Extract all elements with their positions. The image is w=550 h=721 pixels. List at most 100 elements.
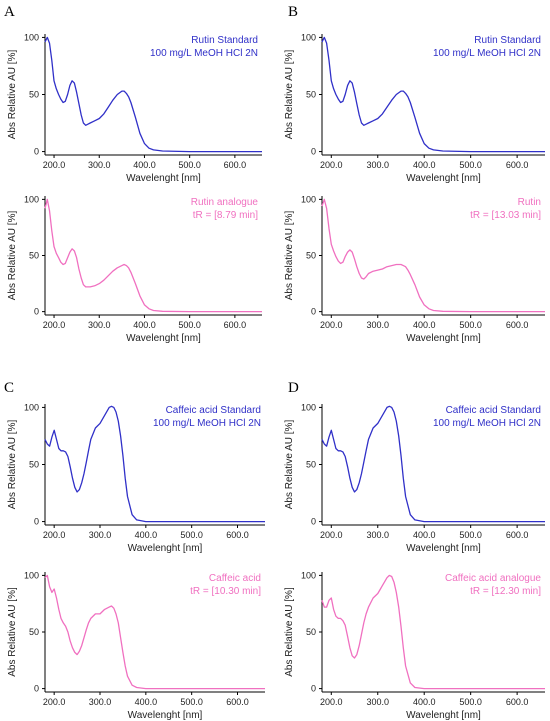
legend-line-1: Rutin analogue	[191, 197, 259, 208]
x-tick-label: 300.0	[89, 697, 112, 707]
legend-line-1: Caffeic acid Standard	[446, 405, 541, 416]
y-tick-label: 0	[34, 684, 39, 694]
x-tick-label: 600.0	[226, 697, 249, 707]
legend-line-2: 100 mg/L MeOH HCl 2N	[150, 48, 258, 59]
y-axis-title: Abs Relative AU [%]	[7, 587, 18, 677]
x-tick-label: 500.0	[180, 697, 203, 707]
y-tick-label: 100	[24, 570, 39, 580]
legend-line-2: tR = [10.30 min]	[190, 586, 261, 597]
legend-line-1: Caffeic acid	[209, 573, 261, 584]
x-axis-title: Wavelenght [nm]	[128, 543, 203, 554]
y-tick-label: 0	[311, 684, 316, 694]
charts-group: 0 50 100 200.0 300.0 400.0 500.0 600.0 Wavelengh…	[7, 32, 545, 721]
x-tick-label: 200.0	[43, 530, 66, 540]
x-axis-title: Wavelenght [nm]	[406, 710, 481, 721]
x-tick-label: 600.0	[226, 530, 249, 540]
x-tick-label: 600.0	[506, 697, 529, 707]
x-axis-title: Wavelenght [nm]	[406, 543, 481, 554]
x-axis-title: Wavelenght [nm]	[126, 333, 201, 344]
y-tick-label: 0	[34, 307, 39, 317]
x-tick-label: 600.0	[506, 160, 529, 170]
x-tick-label: 500.0	[459, 530, 482, 540]
y-tick-label: 50	[29, 460, 39, 470]
spectrum-line	[321, 574, 545, 690]
legend-line-2: 100 mg/L MeOH HCl 2N	[433, 48, 541, 59]
legend-line-2: 100 mg/L MeOH HCl 2N	[433, 418, 541, 429]
y-tick-label: 50	[306, 90, 316, 100]
chart-7: 0 50 100 200.0 300.0 400.0 500.0 600.0 Wavelengh…	[7, 570, 265, 721]
legend-line-2: tR = [12.30 min]	[470, 586, 541, 597]
y-axis-title: Abs Relative AU [%]	[284, 50, 295, 140]
spectrum-line	[44, 36, 262, 153]
x-tick-label: 500.0	[180, 530, 203, 540]
x-tick-label: 200.0	[43, 160, 66, 170]
x-tick-label: 500.0	[459, 697, 482, 707]
panel-letter-a: A	[4, 4, 15, 20]
legend-line-1: Rutin Standard	[191, 35, 258, 46]
legend-line-1: Caffeic acid analogue	[445, 573, 541, 584]
x-axis-title: Wavelenght [nm]	[126, 173, 201, 184]
x-tick-label: 300.0	[88, 160, 111, 170]
x-tick-label: 500.0	[178, 320, 201, 330]
legend-line-2: tR = [13.03 min]	[470, 210, 541, 221]
x-tick-label: 500.0	[459, 320, 482, 330]
x-tick-label: 600.0	[506, 530, 529, 540]
y-axis-title: Abs Relative AU [%]	[7, 50, 18, 140]
x-tick-label: 300.0	[366, 530, 389, 540]
legend-line-2: tR = [8.79 min]	[193, 210, 259, 221]
y-axis-title: Abs Relative AU [%]	[7, 211, 18, 301]
x-axis-title: Wavelenght [nm]	[406, 173, 481, 184]
spectrum-line	[44, 405, 265, 523]
y-tick-label: 100	[301, 32, 316, 42]
chart-2: 0 50 100 200.0 300.0 400.0 500.0 600.0 Wavelengh…	[284, 32, 545, 184]
spectrum-line	[321, 405, 545, 523]
y-tick-label: 100	[301, 570, 316, 580]
y-tick-label: 50	[306, 627, 316, 637]
y-tick-label: 100	[301, 194, 316, 204]
x-tick-label: 200.0	[320, 530, 343, 540]
legend-line-1: Rutin	[518, 197, 541, 208]
x-tick-label: 300.0	[366, 160, 389, 170]
x-tick-label: 200.0	[320, 320, 343, 330]
x-tick-label: 400.0	[413, 697, 436, 707]
y-axis-title: Abs Relative AU [%]	[284, 420, 295, 510]
x-tick-label: 300.0	[366, 697, 389, 707]
chart-4: 0 50 100 200.0 300.0 400.0 500.0 600.0 Wavelengh…	[284, 194, 545, 344]
chart-1: 0 50 100 200.0 300.0 400.0 500.0 600.0 Wavelengh…	[7, 32, 262, 184]
x-tick-label: 400.0	[133, 160, 156, 170]
y-axis-title: Abs Relative AU [%]	[7, 420, 18, 510]
x-tick-label: 500.0	[178, 160, 201, 170]
y-tick-label: 50	[29, 251, 39, 261]
x-tick-label: 400.0	[413, 530, 436, 540]
y-tick-label: 0	[34, 517, 39, 527]
y-axis-title: Abs Relative AU [%]	[284, 587, 295, 677]
chart-5: 0 50 100 200.0 300.0 400.0 500.0 600.0 Wavelengh…	[7, 402, 265, 554]
y-tick-label: 50	[306, 251, 316, 261]
y-tick-label: 0	[34, 147, 39, 157]
x-tick-label: 600.0	[224, 320, 247, 330]
x-tick-label: 600.0	[506, 320, 529, 330]
x-tick-label: 200.0	[320, 697, 343, 707]
chart-3: 0 50 100 200.0 300.0 400.0 500.0 600.0 Wavelengh…	[7, 194, 262, 344]
x-axis-title: Wavelenght [nm]	[406, 333, 481, 344]
spectrum-line	[44, 198, 262, 313]
spectrum-line	[321, 36, 545, 153]
y-tick-label: 0	[311, 147, 316, 157]
x-tick-label: 300.0	[366, 320, 389, 330]
y-tick-label: 50	[29, 90, 39, 100]
y-tick-label: 100	[24, 194, 39, 204]
panel-letter-d: D	[288, 380, 299, 396]
spectrum-line	[321, 198, 545, 313]
y-tick-label: 100	[24, 402, 39, 412]
y-tick-label: 50	[306, 460, 316, 470]
y-tick-label: 0	[311, 307, 316, 317]
x-tick-label: 200.0	[43, 697, 66, 707]
chart-6: 0 50 100 200.0 300.0 400.0 500.0 600.0 Wavelengh…	[284, 402, 545, 554]
chart-8: 0 50 100 200.0 300.0 400.0 500.0 600.0 Wavelengh…	[284, 570, 545, 721]
x-tick-label: 500.0	[459, 160, 482, 170]
spectrum-line	[44, 574, 265, 690]
x-tick-label: 400.0	[133, 320, 156, 330]
x-tick-label: 400.0	[413, 160, 436, 170]
y-tick-label: 50	[29, 627, 39, 637]
